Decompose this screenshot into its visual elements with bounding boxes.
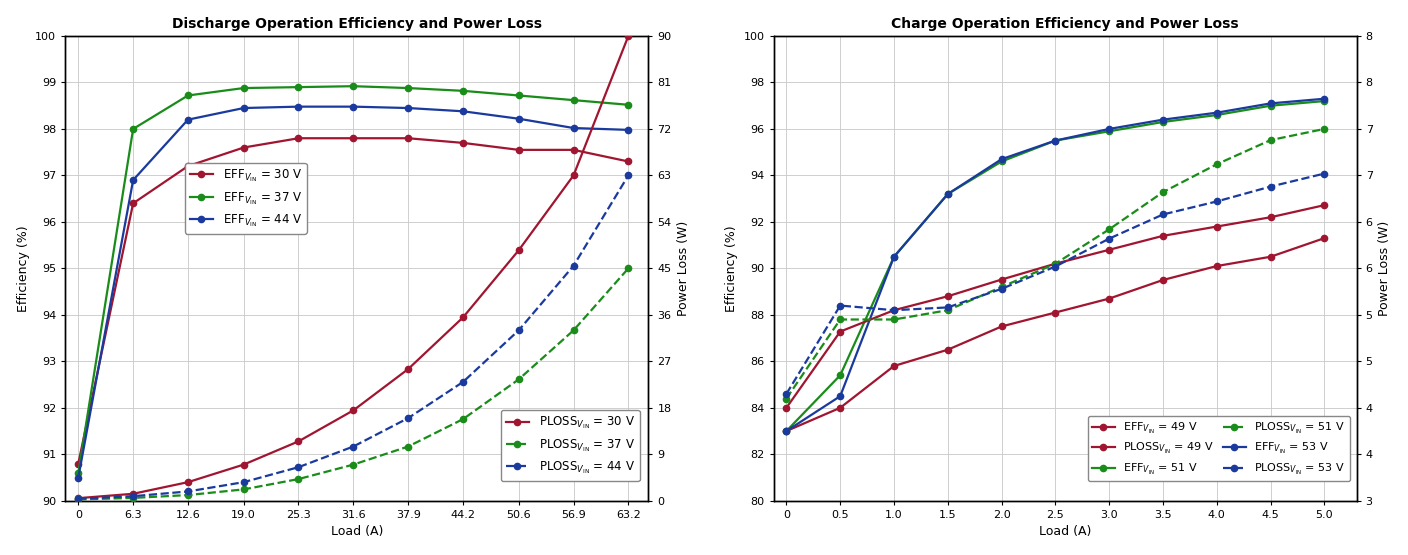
Title: Discharge Operation Efficiency and Power Loss: Discharge Operation Efficiency and Power… (172, 17, 542, 31)
Y-axis label: Efficiency (%): Efficiency (%) (725, 225, 738, 312)
Y-axis label: Power Loss (W): Power Loss (W) (1378, 221, 1391, 316)
X-axis label: Load (A): Load (A) (331, 526, 383, 538)
Title: Charge Operation Efficiency and Power Loss: Charge Operation Efficiency and Power Lo… (891, 17, 1239, 31)
Legend: EFF$_{V_{\mathregular{IN}}}$ = 49 V, PLOSS$_{V_{\mathregular{IN}}}$ = 49 V, EFF$: EFF$_{V_{\mathregular{IN}}}$ = 49 V, PLO… (1088, 416, 1350, 481)
Y-axis label: Power Loss (W): Power Loss (W) (677, 221, 690, 316)
Legend: PLOSS$_{V_{\mathregular{IN}}}$ = 30 V, PLOSS$_{V_{\mathregular{IN}}}$ = 37 V, PL: PLOSS$_{V_{\mathregular{IN}}}$ = 30 V, P… (501, 410, 639, 481)
X-axis label: Load (A): Load (A) (1039, 526, 1091, 538)
Y-axis label: Efficiency (%): Efficiency (%) (17, 225, 30, 312)
